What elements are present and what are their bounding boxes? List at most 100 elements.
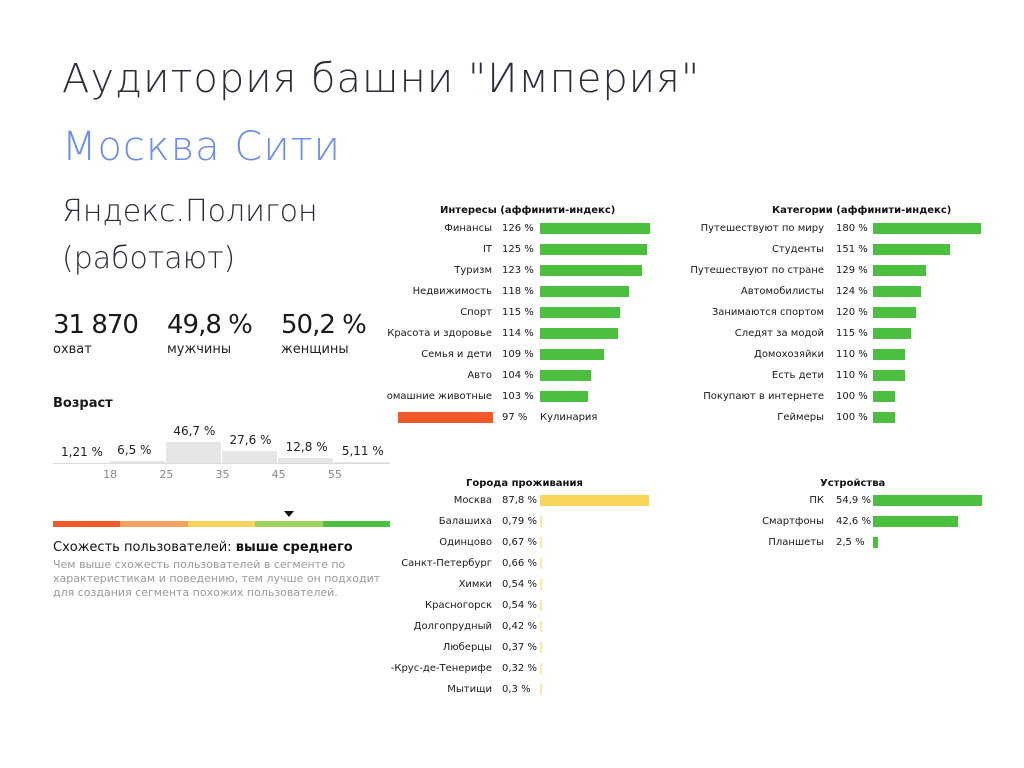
similarity-description: Чем выше схожесть пользователей в сегмен… — [53, 558, 381, 599]
interests-row-value: 104 % — [502, 370, 534, 381]
cities-row-label: Москва — [453, 495, 492, 506]
stat-reach-value: 31 870 — [53, 310, 139, 340]
similarity-scale-segment — [187, 521, 256, 527]
similarity-scale-segment — [120, 521, 188, 527]
cities-bar — [540, 663, 542, 674]
cities-bar — [540, 642, 542, 653]
devices-bar — [873, 495, 982, 506]
cities-row-label: Мытищи — [447, 684, 492, 695]
interests-bar — [540, 223, 650, 234]
age-bar-value: 1,21 % — [61, 445, 103, 459]
devices-row-label: Смартфоны — [762, 516, 824, 527]
interests-bar — [398, 412, 493, 423]
cities-row-value: 0,66 % — [502, 558, 537, 569]
age-bar — [165, 442, 221, 464]
interests-bar — [540, 349, 605, 360]
interests-bar — [540, 370, 591, 381]
devices-row-value: 2,5 % — [836, 537, 865, 548]
interests-row-value: 103 % — [502, 391, 534, 402]
categories-bar — [873, 244, 950, 255]
data-source-line-1: Яндекс.Полигон — [62, 194, 318, 229]
cities-bar — [540, 621, 542, 632]
cities-bar — [540, 495, 649, 506]
categories-bar — [873, 349, 906, 360]
interests-chart-title: Интересы (аффинити-индекс) — [440, 205, 616, 216]
interests-row-label: Недвижимость — [412, 286, 492, 297]
interests-row-label: Спорт — [460, 307, 492, 318]
interests-row-value: 125 % — [502, 244, 534, 255]
cities-row-label: Люберцы — [442, 642, 492, 653]
cities-bar — [540, 537, 542, 548]
devices-row-value: 54,9 % — [836, 495, 871, 506]
stat-reach: 31 870 охват — [53, 310, 139, 357]
categories-bar — [873, 265, 926, 276]
age-chart-title: Возраст — [53, 396, 113, 411]
categories-bar — [873, 412, 895, 423]
data-source: Яндекс.Полигон (работают) — [62, 188, 318, 282]
cities-row-value: 0,67 % — [502, 537, 537, 548]
categories-bar — [873, 391, 895, 402]
categories-chart-title: Категории (аффинити-индекс) — [772, 205, 952, 216]
categories-row-label: Путешествуют по стране — [690, 265, 824, 276]
devices-chart-title: Устройства — [820, 478, 886, 489]
stat-women-label: женщины — [281, 342, 349, 357]
cities-row-value: 0,32 % — [502, 663, 537, 674]
similarity-title: Схожесть пользователей: выше среднего — [53, 540, 353, 555]
interests-bar — [540, 286, 629, 297]
devices-row-value: 42,6 % — [836, 516, 871, 527]
interests-row-label: Красота и здоровье — [387, 328, 492, 339]
stat-men-label: мужчины — [167, 342, 232, 357]
interests-row-value: 114 % — [502, 328, 534, 339]
categories-row-value: 115 % — [836, 328, 868, 339]
data-source-line-2: (работают) — [62, 241, 236, 276]
categories-row-label: Занимаются спортом — [711, 307, 824, 318]
age-bar — [278, 457, 334, 464]
categories-bar — [873, 328, 911, 339]
page-title: Аудитория башни "Империя" — [62, 56, 701, 102]
cities-row-label: Санкт-Петербург — [401, 558, 492, 569]
similarity-label: Схожесть пользователей: — [53, 540, 236, 555]
cities-row-value: 0,37 % — [502, 642, 537, 653]
age-bar — [222, 451, 278, 464]
similarity-scale-segment — [322, 521, 391, 527]
age-bar — [334, 461, 390, 464]
interests-row-label: Финансы — [444, 223, 492, 234]
categories-row-label: Есть дети — [771, 370, 824, 381]
categories-row-label: Геймеры — [777, 412, 824, 423]
cities-row-label: Химки — [458, 579, 492, 590]
similarity-scale — [53, 521, 391, 527]
age-tick-label: 25 — [159, 468, 174, 481]
categories-row-label: Путешествуют по миру — [700, 223, 824, 234]
devices-row-label: Планшеты — [768, 537, 824, 548]
interests-bar — [540, 307, 621, 318]
age-bar — [109, 460, 165, 464]
similarity-value: выше среднего — [235, 540, 353, 555]
cities-bar — [540, 558, 542, 569]
categories-row-value: 180 % — [836, 223, 868, 234]
devices-bar — [873, 516, 958, 527]
similarity-scale-segment — [255, 521, 323, 527]
categories-row-value: 124 % — [836, 286, 868, 297]
interests-row-value: 115 % — [502, 307, 534, 318]
stat-women: 50,2 % женщины — [281, 310, 367, 357]
interests-row-value: 97 % — [502, 412, 528, 423]
cities-row-label: Балашиха — [438, 516, 492, 527]
categories-row-value: 151 % — [836, 244, 868, 255]
cities-chart-title: Города проживания — [466, 478, 583, 489]
categories-row-value: 110 % — [836, 370, 868, 381]
interests-row-value: 118 % — [502, 286, 534, 297]
cities-bar — [540, 516, 542, 527]
age-tick-label: 18 — [103, 468, 118, 481]
categories-row-value: 100 % — [836, 412, 868, 423]
cities-row-label: Красногорск — [425, 600, 492, 611]
cities-bar — [540, 579, 542, 590]
cities-row-value: 87,8 % — [502, 495, 537, 506]
cities-row-value: 0,42 % — [502, 621, 537, 632]
categories-bar — [873, 286, 921, 297]
age-bar-value: 5,11 % — [341, 443, 384, 458]
cities-row-label: Одинцово — [439, 537, 492, 548]
cities-row-value: 0,3 % — [502, 684, 531, 695]
interests-row-label: Семья и дети — [421, 349, 492, 360]
devices-bar — [873, 537, 878, 548]
page-subtitle: Москва Сити — [62, 124, 341, 170]
